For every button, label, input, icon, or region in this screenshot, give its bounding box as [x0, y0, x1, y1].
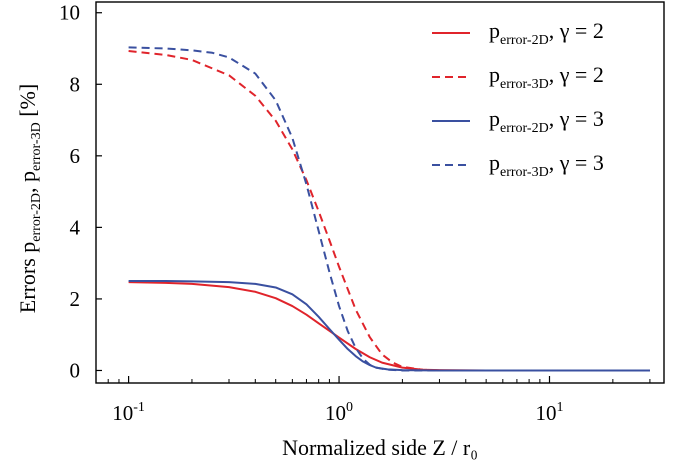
y-tick-label: 10 — [59, 1, 80, 25]
x-tick-label: 100 — [325, 400, 353, 425]
y-tick-label: 2 — [70, 287, 81, 311]
plot-lines — [128, 46, 650, 372]
plot-frame — [95, 1, 665, 384]
x-axis-label: Normalized side Z / r₀ — [282, 435, 478, 460]
y-tick-label: 8 — [70, 72, 81, 96]
series-line-3 — [128, 280, 650, 372]
y-label-sub2: error-3D — [29, 122, 44, 171]
y-label-mid: , p — [15, 171, 40, 193]
legend-label-1: perror-2D, γ = 2 — [489, 18, 604, 48]
x-tick-label: 101 — [536, 400, 564, 425]
y-label-sub1: error-2D — [29, 193, 44, 242]
legend-label-3: perror-2D, γ = 3 — [489, 106, 604, 136]
legend: perror-2D, γ = 2 perror-3D, γ = 2 perror-2… — [432, 18, 604, 180]
y-tick-label: 0 — [70, 358, 81, 382]
legend-label-2: perror-3D, γ = 2 — [489, 62, 604, 92]
y-tick-label: 6 — [70, 144, 81, 168]
y-label-prefix: Errors p — [15, 242, 40, 313]
legend-label-4: perror-3D, γ = 3 — [489, 150, 604, 180]
axis-ticks: 0 2 4 6 8 10 10-1 100 101 — [59, 1, 651, 425]
y-label-suffix: [%] — [15, 84, 40, 122]
series-line-2 — [128, 50, 650, 372]
x-tick-label: 10-1 — [112, 400, 145, 425]
series-line-4 — [128, 46, 650, 372]
y-axis-label: Errors perror-2D, perror-3D [%] — [15, 84, 44, 313]
series-line-1 — [128, 281, 650, 372]
y-tick-label: 4 — [70, 215, 81, 239]
